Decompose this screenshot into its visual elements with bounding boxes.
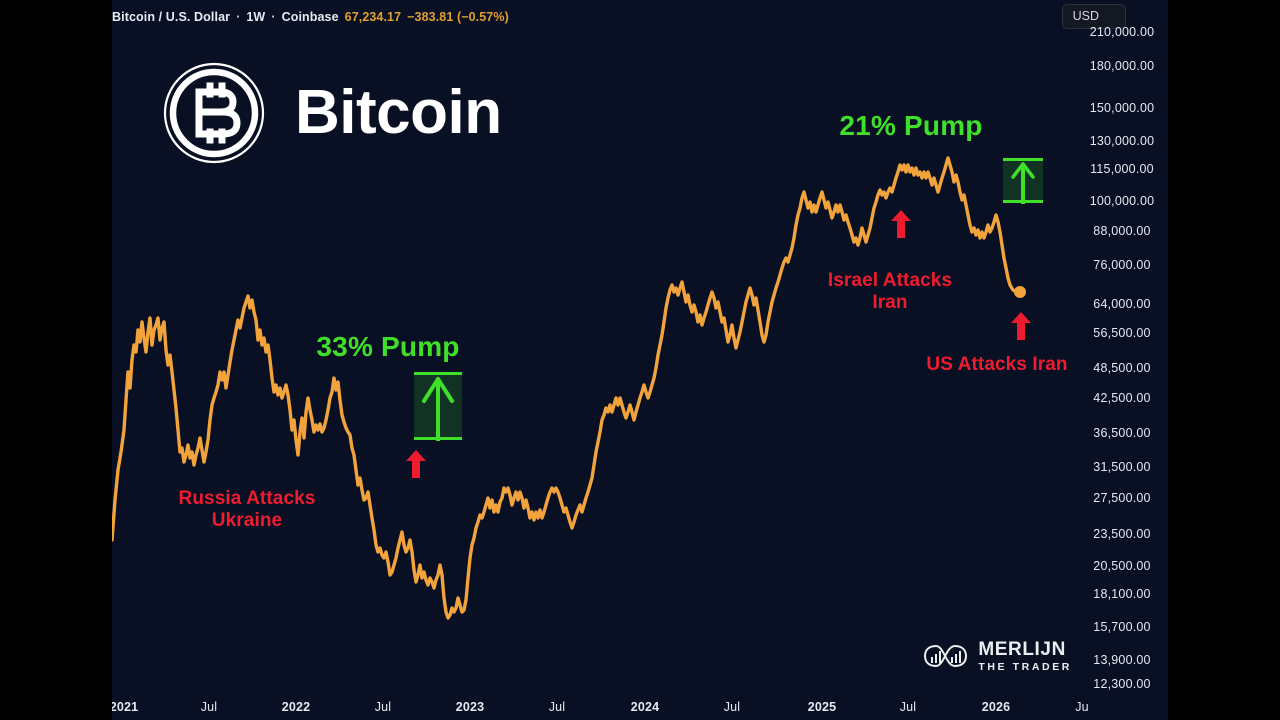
event-label-us: US Attacks Iran [926,354,1068,375]
event-label-russia: Russia Attacks Ukraine [178,488,316,532]
price-axis-tick: 48,500.00 [1093,361,1151,375]
time-axis-tick: Jul [723,700,741,714]
time-axis-tick: Jul [200,700,218,714]
price-axis-tick: 130,000.00 [1089,134,1155,148]
price-axis-tick: 180,000.00 [1089,59,1155,73]
price-axis-tick: 13,900.00 [1093,653,1151,667]
time-axis-tick: 2026 [981,700,1011,714]
time-axis-tick: Jul [548,700,566,714]
symbol-header: Bitcoin / U.S. Dollar · 1W · Coinbase 67… [112,8,509,26]
event-arrow-russia-icon [406,450,426,478]
event-arrow-us-icon [1011,312,1031,340]
time-axis-tick: 2024 [630,700,660,714]
price-axis[interactable]: 210,000.00 180,000.00 150,000.00 130,000.00… [1076,0,1168,720]
price-axis-tick: 100,000.00 [1089,194,1155,208]
event-label-israel: Israel Attacks Iran [827,270,953,314]
currency-badge[interactable]: USD [1061,4,1126,29]
pump-box-right [1003,158,1043,204]
price-axis-tick: 12,300.00 [1093,677,1151,691]
pump-label-right: 21% Pump [839,110,983,141]
header-separator-2: · [271,10,276,24]
watermark: MERLIJN THE TRADER [923,640,1072,673]
exchange-label[interactable]: Coinbase [281,10,339,24]
pump-label-left: 33% Pump [316,331,460,362]
time-axis-tick: 2023 [455,700,485,714]
time-axis-tick: Ju [1075,700,1089,714]
watermark-main-text: MERLIJN [978,638,1066,660]
time-axis-tick: 2022 [281,700,311,714]
price-axis-tick: 27,500.00 [1093,491,1151,505]
price-axis-tick: 18,100.00 [1093,587,1151,601]
price-axis-tick: 88,000.00 [1093,224,1151,238]
merlijn-infinity-icon [924,644,968,667]
watermark-sub-text: THE TRADER [978,660,1072,673]
price-change: −383.81 (−0.57%) [407,10,509,24]
price-axis-tick: 20,500.00 [1093,559,1151,573]
time-axis-tick: 2021 [112,700,139,714]
chart-panel[interactable]: Bitcoin / U.S. Dollar · 1W · Coinbase 67… [112,0,1168,720]
symbol-name[interactable]: Bitcoin / U.S. Dollar [112,10,231,24]
pump-arrow-left-icon [422,377,454,441]
price-axis-tick: 36,500.00 [1093,426,1151,440]
pump-arrow-right-icon [1011,162,1035,204]
event-arrow-israel-icon [891,210,911,238]
price-axis-tick: 23,500.00 [1093,527,1151,541]
price-axis-tick: 15,700.00 [1093,620,1151,634]
bitcoin-brand: Bitcoin [152,58,502,168]
price-axis-tick: 76,000.00 [1093,258,1151,272]
price-axis-tick: 115,000.00 [1090,162,1154,176]
price-endpoint-marker [1014,286,1026,298]
bitcoin-wordmark: Bitcoin [295,78,502,147]
price-axis-tick: 64,000.00 [1093,297,1151,311]
interval-label[interactable]: 1W [246,10,266,24]
price-axis-tick: 42,500.00 [1093,391,1151,405]
time-axis-tick: 2025 [807,700,837,714]
last-price: 67,234.17 [344,10,402,24]
price-axis-tick: 150,000.00 [1089,101,1155,115]
time-axis[interactable]: 2021 Jul 2022 Jul 2023 Jul 2024 Jul 2025 Jul 2026 J… [112,692,1168,720]
time-axis-tick: Jul [374,700,392,714]
time-axis-tick: Jul [899,700,917,714]
bitcoin-logo-icon [163,62,265,164]
price-axis-tick: 210,000.00 [1089,25,1155,39]
price-axis-tick: 31,500.00 [1093,460,1151,474]
watermark-text: MERLIJN THE TRADER [978,640,1072,673]
price-line-chart [112,156,1026,620]
pump-box-left [414,372,462,441]
price-axis-tick: 56,500.00 [1093,326,1151,340]
price-line [112,156,1022,620]
header-separator-1: · [236,10,241,24]
